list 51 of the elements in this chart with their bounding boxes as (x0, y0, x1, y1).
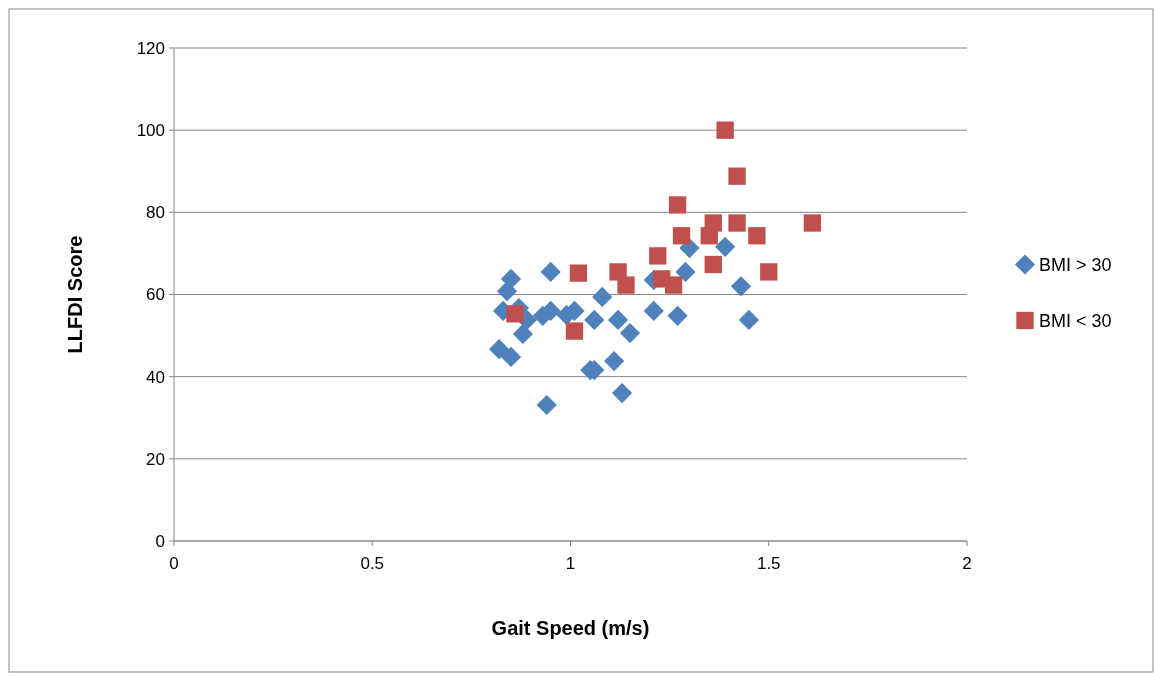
point (512, 323, 534, 345)
point (716, 121, 734, 139)
point (536, 394, 557, 416)
y-tick-label: 0 (155, 531, 165, 551)
x-tick-label: 2 (962, 554, 972, 573)
x-tick-label: 0 (169, 554, 179, 573)
point (500, 268, 522, 289)
y-tick-label: 40 (146, 367, 165, 387)
point (500, 346, 522, 368)
y-tick-label: 100 (136, 121, 165, 141)
point (489, 339, 510, 360)
point (700, 227, 718, 245)
legend-label: BMI < 30 (1039, 310, 1112, 331)
point (540, 261, 561, 282)
point (664, 276, 683, 294)
point (803, 214, 822, 232)
y-tick-label: 120 (136, 38, 165, 58)
y-tick-label: 80 (146, 203, 165, 223)
point (604, 350, 625, 372)
x-axis-title: Gait Speed (m/s) (491, 617, 650, 639)
point (728, 167, 746, 185)
point (704, 255, 722, 274)
y-tick-label: 60 (146, 285, 165, 305)
x-tick-label: 1 (565, 554, 576, 573)
point (730, 276, 752, 297)
point (569, 264, 588, 282)
point (675, 261, 696, 282)
point (760, 263, 778, 281)
y-axis-title: LLFDI Score (64, 235, 86, 354)
x-tick-label: 0.5 (360, 554, 385, 573)
point (748, 227, 766, 245)
point (496, 281, 518, 302)
point (643, 300, 664, 322)
point (592, 286, 613, 308)
point (506, 305, 524, 323)
point (715, 236, 736, 257)
y-tick-label: 20 (146, 449, 165, 469)
point (672, 227, 691, 245)
legend-label: BMI > 30 (1039, 254, 1112, 275)
point (649, 247, 667, 265)
point (667, 305, 688, 326)
point (668, 196, 687, 214)
point (728, 214, 746, 232)
point (738, 309, 760, 331)
point (565, 322, 584, 340)
point (607, 309, 629, 331)
x-tick-label: 1.5 (756, 554, 781, 573)
point (617, 276, 635, 294)
point (584, 309, 605, 331)
point (619, 323, 641, 344)
point (611, 383, 633, 404)
